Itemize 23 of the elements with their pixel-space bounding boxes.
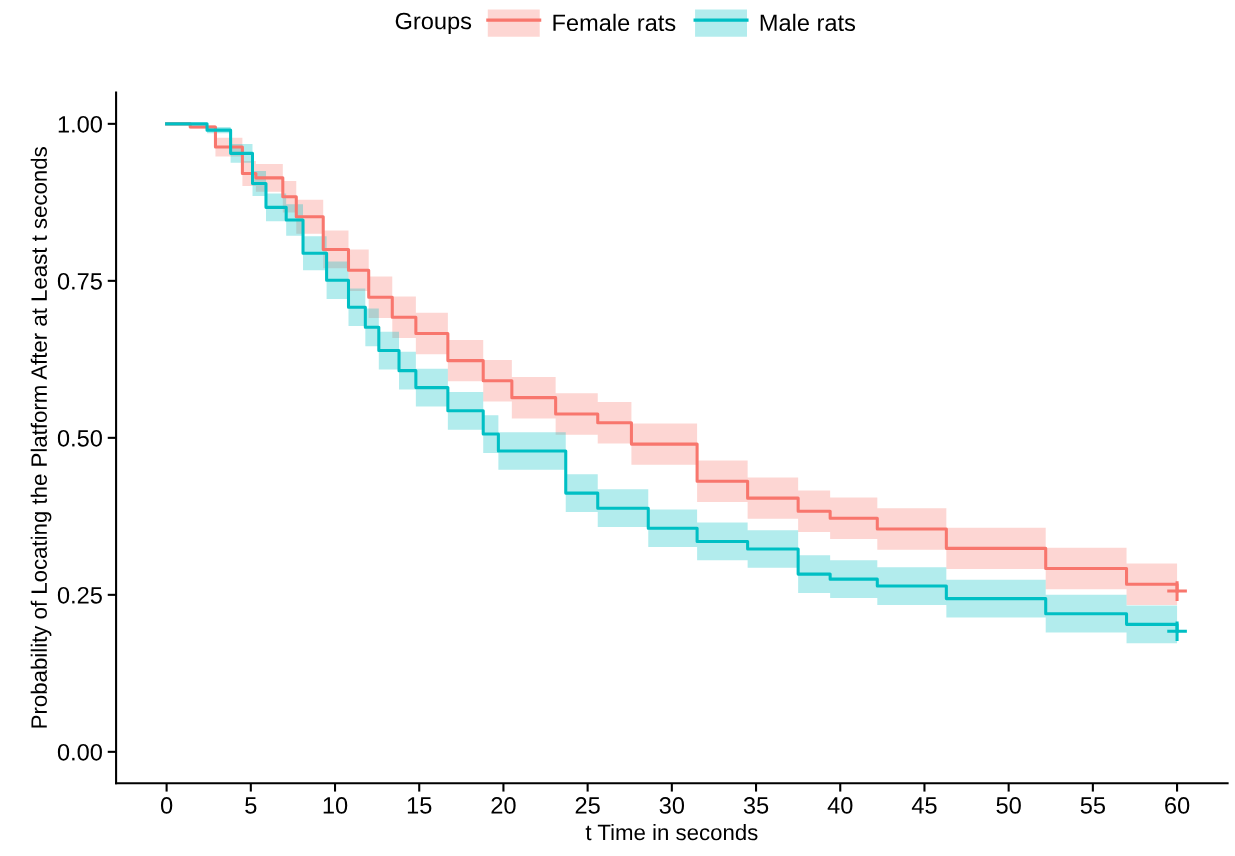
y-axis-title: Probability of Locating the Platform After at Least t seconds bbox=[30, 147, 52, 728]
y-tick-label: 0.50 bbox=[57, 429, 102, 447]
x-tick-label: 40 bbox=[827, 797, 853, 814]
x-tick-label: 30 bbox=[659, 797, 685, 814]
x-tick-label: 0 bbox=[160, 797, 173, 814]
y-tick-label: 1.00 bbox=[58, 115, 102, 133]
x-tick-label: 45 bbox=[911, 797, 937, 814]
x-tick-label: 25 bbox=[575, 797, 600, 814]
y-tick-label: 0.00 bbox=[57, 743, 102, 761]
x-tick-label: 50 bbox=[996, 797, 1021, 814]
legend-title: Groups bbox=[395, 12, 472, 35]
x-tick-label: 20 bbox=[491, 797, 516, 814]
x-tick-label: 5 bbox=[245, 797, 257, 814]
y-tick-label: 0.75 bbox=[57, 272, 102, 290]
x-tick-label: 35 bbox=[743, 797, 769, 814]
x-tick-label: 60 bbox=[1165, 797, 1190, 814]
y-tick-label: 0.25 bbox=[57, 586, 102, 604]
legend-label: Female rats bbox=[553, 13, 676, 32]
legend-label: Male rats bbox=[760, 13, 856, 32]
x-tick-label: 10 bbox=[323, 797, 348, 814]
x-axis-title: t Time in seconds bbox=[585, 824, 758, 841]
x-tick-label: 15 bbox=[407, 797, 432, 814]
x-tick-label: 55 bbox=[1080, 797, 1106, 814]
